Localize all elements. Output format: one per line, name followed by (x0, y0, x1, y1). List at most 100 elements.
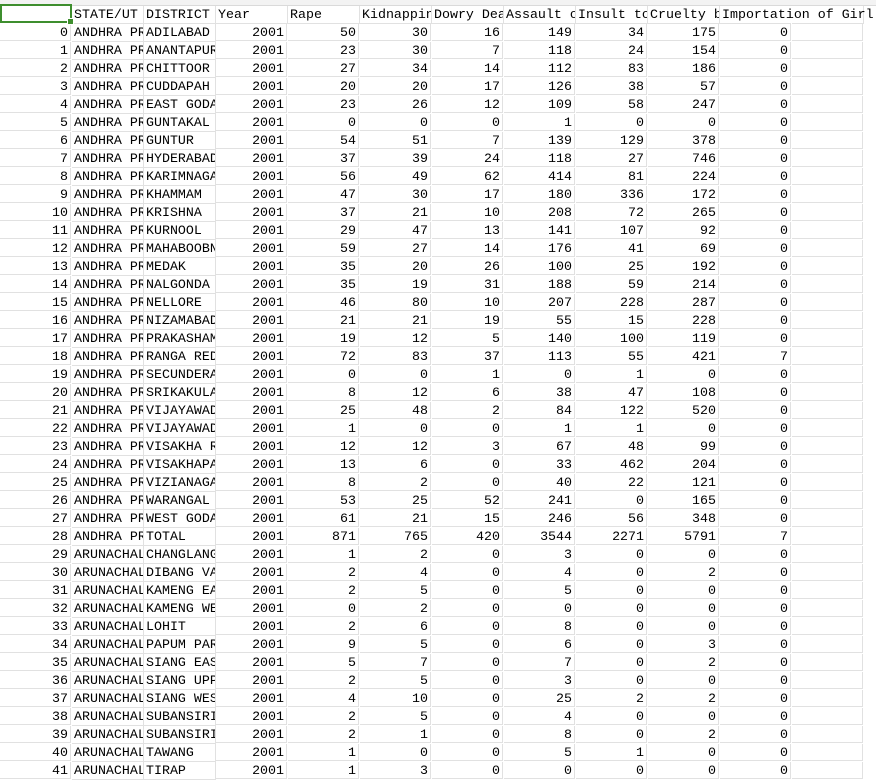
cell-assault[interactable]: 1 (504, 420, 575, 437)
cell-importation-of-girls[interactable]: 0 (720, 204, 791, 221)
cell-insult[interactable]: 27 (576, 150, 647, 167)
cell-district[interactable]: TAWANG (144, 744, 216, 762)
cell-rape[interactable]: 2 (288, 618, 359, 635)
cell-dowry-deaths[interactable]: 62 (432, 168, 503, 185)
cell-cruelty[interactable]: 0 (648, 672, 719, 689)
cell-rape[interactable]: 46 (288, 294, 359, 311)
cell-rape[interactable]: 53 (288, 492, 359, 509)
cell-row-index[interactable]: 2 (0, 60, 71, 77)
cell-empty[interactable] (792, 456, 863, 473)
cell-rape[interactable]: 12 (288, 438, 359, 455)
cell-kidnapping[interactable]: 51 (360, 132, 431, 149)
cell-kidnapping[interactable]: 30 (360, 24, 431, 41)
cell-importation-of-girls[interactable]: 0 (720, 474, 791, 491)
cell-rape[interactable]: 37 (288, 204, 359, 221)
cell-importation-of-girls[interactable]: 0 (720, 258, 791, 275)
cell-importation-of-girls[interactable]: 0 (720, 276, 791, 293)
cell-year[interactable]: 2001 (216, 276, 287, 293)
cell-year[interactable]: 2001 (216, 528, 287, 545)
cell-dowry-deaths[interactable]: 0 (432, 726, 503, 743)
cell-dowry-deaths[interactable]: 0 (432, 564, 503, 581)
cell-importation-of-girls[interactable]: 0 (720, 312, 791, 329)
cell-dowry-deaths[interactable]: 52 (432, 492, 503, 509)
cell-empty[interactable] (792, 420, 863, 437)
cell-rape[interactable]: 35 (288, 276, 359, 293)
cell-state-ut[interactable]: ANDHRA PR (72, 402, 144, 420)
cell-insult[interactable]: 100 (576, 330, 647, 347)
cell-kidnapping[interactable]: 30 (360, 186, 431, 203)
cell-rape[interactable]: 13 (288, 456, 359, 473)
cell-assault[interactable]: 33 (504, 456, 575, 473)
cell-rape[interactable]: 72 (288, 348, 359, 365)
cell-insult[interactable]: 47 (576, 384, 647, 401)
cell-row-index[interactable]: 10 (0, 204, 71, 221)
cell-state-ut[interactable]: ANDHRA PR (72, 222, 144, 240)
cell-kidnapping[interactable]: 2 (360, 474, 431, 491)
cell-rape[interactable]: 23 (288, 96, 359, 113)
cell-rape[interactable]: 27 (288, 60, 359, 77)
cell-state-ut[interactable]: ANDHRA PR (72, 348, 144, 366)
cell-empty[interactable] (792, 384, 863, 401)
cell-district[interactable]: MAHABOOBN (144, 240, 216, 258)
cell-year[interactable]: 2001 (216, 258, 287, 275)
cell-kidnapping[interactable]: 6 (360, 456, 431, 473)
cell-year[interactable]: 2001 (216, 546, 287, 563)
cell-dowry-deaths[interactable]: 24 (432, 150, 503, 167)
cell-cruelty[interactable]: 99 (648, 438, 719, 455)
cell-row-index[interactable]: 36 (0, 672, 71, 689)
cell-year[interactable]: 2001 (216, 96, 287, 113)
cell-importation-of-girls[interactable]: 0 (720, 564, 791, 581)
cell-state-ut[interactable]: ARUNACHAL (72, 744, 144, 762)
cell-cruelty[interactable]: 228 (648, 312, 719, 329)
cell-state-ut[interactable]: ARUNACHAL (72, 726, 144, 744)
header-cell-dowry-deaths[interactable]: Dowry Dea (432, 6, 504, 24)
cell-cruelty[interactable]: 0 (648, 366, 719, 383)
cell-assault[interactable]: 0 (504, 366, 575, 383)
cell-kidnapping[interactable]: 0 (360, 420, 431, 437)
cell-dowry-deaths[interactable]: 19 (432, 312, 503, 329)
cell-kidnapping[interactable]: 4 (360, 564, 431, 581)
cell-state-ut[interactable]: ARUNACHAL (72, 546, 144, 564)
cell-district[interactable]: VIJAYAWAD (144, 420, 216, 438)
cell-assault[interactable]: 40 (504, 474, 575, 491)
cell-rape[interactable]: 8 (288, 384, 359, 401)
cell-year[interactable]: 2001 (216, 690, 287, 707)
cell-empty[interactable] (792, 564, 863, 581)
cell-year[interactable]: 2001 (216, 330, 287, 347)
cell-cruelty[interactable]: 2 (648, 726, 719, 743)
cell-assault[interactable]: 55 (504, 312, 575, 329)
header-cell-state-ut[interactable]: STATE/UT (72, 6, 144, 24)
cell-assault[interactable]: 126 (504, 78, 575, 95)
cell-cruelty[interactable]: 0 (648, 114, 719, 131)
cell-importation-of-girls[interactable]: 0 (720, 582, 791, 599)
cell-assault[interactable]: 3 (504, 546, 575, 563)
cell-row-index[interactable]: 30 (0, 564, 71, 581)
cell-rape[interactable]: 50 (288, 24, 359, 41)
cell-insult[interactable]: 336 (576, 186, 647, 203)
cell-dowry-deaths[interactable]: 26 (432, 258, 503, 275)
cell-insult[interactable]: 0 (576, 582, 647, 599)
cell-insult[interactable]: 34 (576, 24, 647, 41)
cell-district[interactable]: KRISHNA (144, 204, 216, 222)
cell-dowry-deaths[interactable]: 12 (432, 96, 503, 113)
cell-insult[interactable]: 0 (576, 618, 647, 635)
cell-year[interactable]: 2001 (216, 384, 287, 401)
cell-state-ut[interactable]: ANDHRA PR (72, 258, 144, 276)
cell-year[interactable]: 2001 (216, 150, 287, 167)
cell-kidnapping[interactable]: 80 (360, 294, 431, 311)
cell-assault[interactable]: 139 (504, 132, 575, 149)
cell-cruelty[interactable]: 0 (648, 582, 719, 599)
cell-year[interactable]: 2001 (216, 78, 287, 95)
cell-dowry-deaths[interactable]: 0 (432, 420, 503, 437)
cell-dowry-deaths[interactable]: 0 (432, 618, 503, 635)
cell-insult[interactable]: 0 (576, 546, 647, 563)
cell-row-index[interactable]: 21 (0, 402, 71, 419)
cell-importation-of-girls[interactable]: 0 (720, 240, 791, 257)
cell-year[interactable]: 2001 (216, 168, 287, 185)
cell-district[interactable]: KAMENG WE (144, 600, 216, 618)
cell-insult[interactable]: 25 (576, 258, 647, 275)
cell-assault[interactable]: 241 (504, 492, 575, 509)
cell-row-index[interactable]: 20 (0, 384, 71, 401)
cell-row-index[interactable]: 41 (0, 762, 71, 779)
cell-cruelty[interactable]: 3 (648, 636, 719, 653)
